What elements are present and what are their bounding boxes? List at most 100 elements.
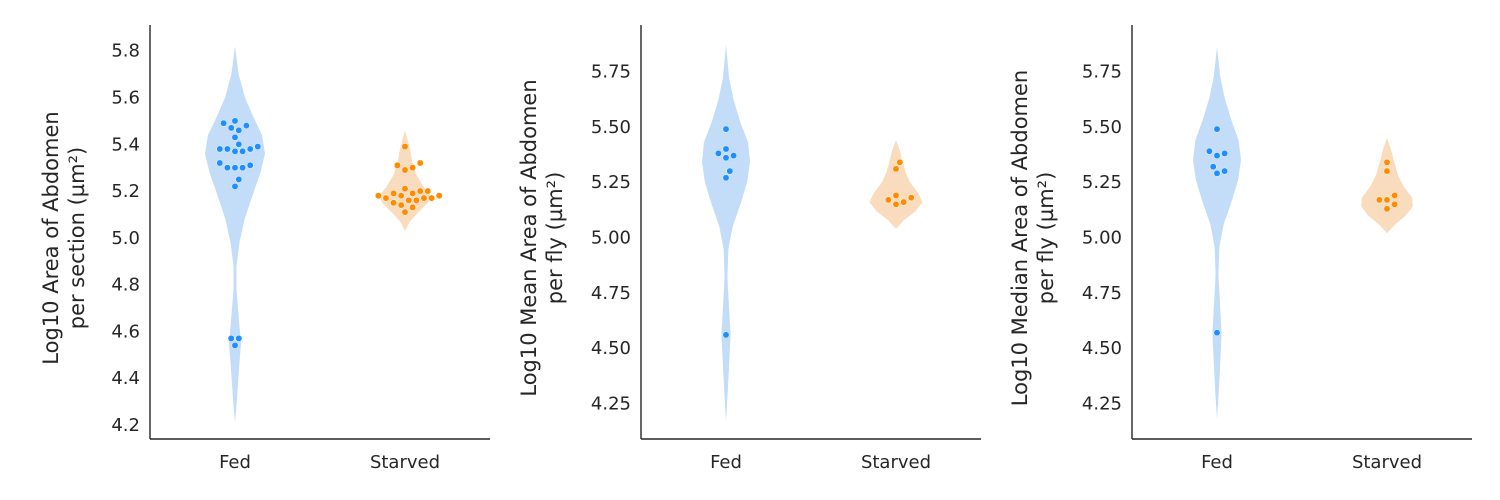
chart-panel-2: 4.25 4.50 4.75 5.00 5.25 5.50 5.75 Fed Starved Lo… — [517, 25, 981, 473]
data-point-starved — [416, 159, 424, 167]
violin-fed — [1193, 47, 1241, 420]
data-point-fed — [231, 182, 239, 190]
y-tick-label: 5.8 — [111, 41, 140, 62]
y-tick-label: 4.25 — [591, 394, 631, 415]
data-point-starved — [1391, 200, 1399, 208]
data-point-starved — [884, 196, 892, 204]
data-point-fed — [216, 159, 224, 167]
y-axis-label-line1: Log10 Mean Area of Abdomen — [517, 79, 541, 396]
data-point-fed — [722, 154, 730, 162]
y-tick-label: 5.2 — [111, 181, 140, 202]
data-point-fed — [722, 331, 730, 339]
data-point-starved — [416, 187, 424, 195]
data-point-fed — [223, 145, 231, 153]
y-tick-label: 5.6 — [111, 88, 140, 109]
data-point-starved — [896, 158, 904, 166]
data-point-starved — [1383, 196, 1391, 204]
data-point-starved — [900, 198, 908, 206]
data-point-starved — [401, 208, 409, 216]
data-point-starved — [1391, 192, 1399, 199]
y-axis-label: Log10 Area of Abdomenper section (µm²) — [39, 111, 89, 364]
violin-fed — [205, 46, 265, 423]
data-point-starved — [401, 185, 409, 193]
data-point-starved — [1383, 167, 1391, 175]
data-point-fed — [1205, 147, 1213, 155]
data-point-fed — [220, 119, 228, 127]
data-point-starved — [892, 192, 900, 199]
data-point-starved — [1375, 196, 1383, 204]
data-point-fed — [714, 149, 722, 157]
y-tick-label: 5.75 — [591, 61, 631, 82]
data-point-starved — [397, 192, 405, 200]
x-tick-label: Starved — [370, 452, 440, 473]
data-point-starved — [374, 192, 382, 200]
x-tick-label: Fed — [219, 452, 251, 473]
y-tick-label: 4.75 — [591, 283, 631, 304]
chart-panel-1: 4.2 4.4 4.6 4.8 5.0 5.2 5.4 5.6 5.8 Fed Starved Log… — [39, 25, 490, 473]
data-point-fed — [231, 341, 239, 349]
y-axis-label-line2: per fly (µm²) — [543, 172, 567, 305]
data-point-starved — [390, 189, 398, 197]
y-axis-label: Log10 Median Area of Abdomenper fly (µm²… — [1008, 70, 1058, 406]
data-point-fed — [231, 164, 239, 172]
x-tick-label: Starved — [861, 452, 931, 473]
data-point-starved — [420, 194, 428, 202]
data-point-starved — [401, 143, 409, 151]
data-point-starved — [390, 199, 398, 207]
x-tick-label: Starved — [1352, 452, 1422, 473]
data-point-fed — [216, 145, 224, 153]
data-point-starved — [892, 200, 900, 208]
data-point-starved — [405, 196, 413, 204]
y-tick-label: 4.75 — [1082, 283, 1122, 304]
data-point-fed — [227, 124, 235, 132]
y-axis-label-line1: Log10 Median Area of Abdomen — [1008, 70, 1032, 406]
data-point-fed — [1213, 329, 1221, 337]
y-tick-label: 4.50 — [591, 338, 631, 359]
data-point-starved — [393, 161, 401, 169]
y-axis-label-line2: per fly (µm²) — [1034, 172, 1058, 305]
data-point-fed — [227, 334, 235, 342]
data-point-starved — [1383, 205, 1391, 213]
data-point-starved — [382, 194, 390, 202]
y-tick-label: 5.00 — [1082, 228, 1122, 249]
data-point-fed — [722, 125, 730, 133]
data-point-fed — [235, 140, 243, 148]
y-axis-label-line2: per section (µm²) — [65, 147, 89, 330]
data-point-fed — [231, 147, 239, 155]
chart-panel-3: 4.25 4.50 4.75 5.00 5.25 5.50 5.75 Fed Starved Lo… — [1008, 25, 1472, 473]
violin-fed — [702, 44, 750, 422]
data-point-fed — [1213, 169, 1221, 177]
data-point-starved — [435, 192, 443, 200]
y-tick-label: 4.2 — [111, 415, 140, 436]
data-point-fed — [246, 145, 254, 153]
data-point-fed — [1221, 167, 1229, 175]
x-tick-label: Fed — [710, 452, 742, 473]
data-point-fed — [235, 334, 243, 342]
data-point-starved — [1383, 158, 1391, 166]
data-point-starved — [401, 166, 409, 174]
data-point-fed — [1221, 149, 1229, 157]
y-axis-label-line1: Log10 Area of Abdomen — [39, 111, 63, 364]
data-point-fed — [235, 175, 243, 183]
data-point-starved — [907, 194, 915, 202]
y-tick-label: 5.0 — [111, 228, 140, 249]
data-point-starved — [428, 194, 436, 202]
data-point-fed — [1209, 163, 1217, 171]
y-tick-label: 4.50 — [1082, 338, 1122, 359]
data-point-fed — [231, 117, 239, 125]
y-tick-label: 4.6 — [111, 321, 140, 342]
data-point-starved — [409, 164, 417, 172]
data-point-starved — [892, 165, 900, 173]
y-tick-label: 5.00 — [591, 228, 631, 249]
data-point-starved — [409, 189, 417, 197]
violin-starved — [869, 140, 923, 229]
data-point-fed — [231, 133, 239, 141]
violin-starved — [1361, 137, 1413, 234]
y-tick-label: 5.25 — [1082, 172, 1122, 193]
y-tick-label: 5.25 — [591, 172, 631, 193]
data-point-fed — [242, 122, 250, 130]
x-tick-label: Fed — [1201, 452, 1233, 473]
data-point-fed — [730, 152, 738, 160]
y-tick-label: 5.50 — [1082, 117, 1122, 138]
